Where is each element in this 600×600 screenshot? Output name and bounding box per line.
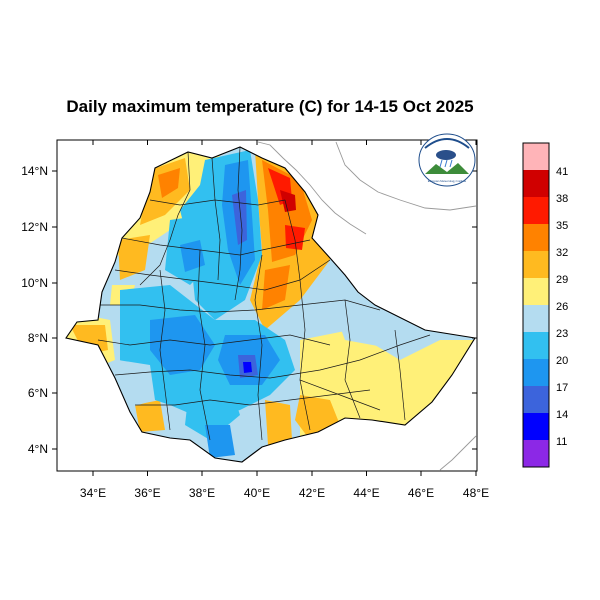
logo-ring-arc (424, 138, 470, 149)
colorbar-label: 17 (556, 382, 568, 394)
colorbar-frame (522, 142, 550, 468)
colorbar-swatch (523, 305, 549, 332)
y-tick-label: 4°N (28, 442, 48, 456)
x-tick-label: 42°E (299, 486, 325, 500)
colorbar-label: 20 (556, 355, 568, 367)
colorbar-swatch (523, 359, 549, 386)
x-tick-label: 46°E (408, 486, 434, 500)
colorbar-label: 38 (556, 193, 568, 205)
x-tick-label: 38°E (189, 486, 215, 500)
colorbar-label: 35 (556, 220, 568, 232)
y-tick-label: 14°N (21, 164, 48, 178)
y-tick-label: 10°N (21, 276, 48, 290)
x-tick-label: 34°E (80, 486, 106, 500)
plot-frame (56, 139, 478, 472)
colorbar-swatch (523, 278, 549, 305)
colorbar-label: 23 (556, 328, 568, 340)
colorbar-label: 26 (556, 301, 568, 313)
colorbar-swatch (523, 197, 549, 224)
colorbar-label: 29 (556, 274, 568, 286)
y-tick-label: 8°N (28, 331, 48, 345)
x-tick-label: 36°E (134, 486, 160, 500)
logo-cloud-icon (436, 150, 456, 160)
x-tick-label: 40°E (244, 486, 270, 500)
colorbar-label: 32 (556, 247, 568, 259)
colorbar-swatches (523, 143, 549, 467)
colorbar-swatch (523, 440, 549, 467)
x-tick-label: 44°E (353, 486, 379, 500)
colorbar-swatch (523, 332, 549, 359)
x-axis (92, 140, 477, 476)
colorbar-label: 11 (556, 436, 567, 448)
zone-boundaries (97, 147, 431, 441)
x-tick-label: 48°E (463, 486, 489, 500)
neighbour-borders (257, 141, 477, 471)
logo-rain-icon (439, 159, 443, 168)
colorbar-label: 41 (556, 166, 568, 178)
colorbar-swatch (523, 224, 549, 251)
y-tick-label: 12°N (21, 220, 48, 234)
colorbar-swatch (523, 251, 549, 278)
colorbar-swatch (523, 413, 549, 440)
colorbar-label: 14 (556, 409, 568, 421)
logo-mountain-icon (425, 163, 469, 174)
y-tick-labels: 14°N 12°N 10°N 8°N 6°N 4°N (21, 164, 48, 456)
colorbar: 41 38 35 32 29 26 23 20 17 14 11 (522, 142, 568, 468)
colorbar-swatch (523, 170, 549, 197)
colorbar-swatch (523, 143, 549, 170)
x-tick-labels: 34°E 36°E 38°E 40°E 42°E 44°E 46°E 48°E (80, 486, 489, 500)
y-tick-label: 6°N (28, 386, 48, 400)
institute-logo: Ethiopian Meteorology Institute (418, 133, 476, 187)
y-axis (52, 170, 477, 450)
logo-caption: Ethiopian Meteorology Institute (428, 179, 467, 183)
colorbar-swatch (523, 386, 549, 413)
map-title: Daily maximum temperature (C) for 14-15 … (66, 97, 473, 116)
